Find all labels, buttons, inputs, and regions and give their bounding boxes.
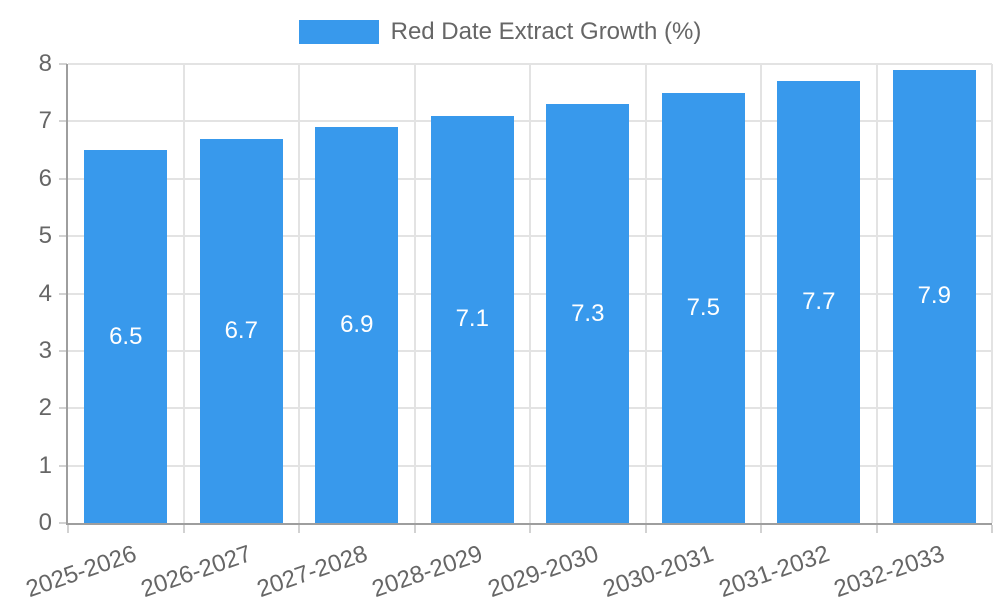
v-gridline — [644, 64, 647, 523]
bar[interactable] — [199, 138, 283, 523]
bar-value-label: 6.5 — [109, 322, 143, 350]
x-axis-tick — [413, 525, 416, 533]
x-axis-tick — [67, 525, 69, 533]
x-tick-label: 2026-2027 — [138, 540, 256, 600]
legend-label: Red Date Extract Growth (%) — [390, 18, 702, 45]
v-gridline — [760, 64, 762, 523]
legend-swatch — [298, 20, 379, 44]
y-axis-tick — [59, 522, 67, 524]
y-axis-tick — [59, 407, 67, 410]
bar[interactable] — [892, 69, 976, 523]
x-axis-tick — [644, 525, 647, 533]
x-axis-tick — [875, 525, 878, 533]
bar-value-label: 7.9 — [917, 282, 951, 310]
y-axis-tick — [59, 235, 67, 238]
x-tick-label: 2029-2030 — [484, 540, 602, 600]
y-axis-tick — [59, 63, 67, 65]
v-gridline — [991, 64, 993, 523]
x-axis-tick — [529, 525, 531, 533]
y-tick-label: 1 — [38, 451, 52, 479]
x-tick-label: 2032-2033 — [831, 540, 949, 600]
bar[interactable] — [84, 150, 168, 523]
x-axis-tick — [182, 525, 185, 533]
y-tick-label: 7 — [38, 107, 52, 135]
v-gridline — [182, 64, 185, 523]
x-tick-label: 2025-2026 — [22, 540, 140, 600]
bar-value-label: 6.7 — [224, 316, 258, 344]
y-axis-tick — [59, 464, 67, 467]
bar-value-label: 7.1 — [455, 305, 489, 333]
x-tick-label: 2031-2032 — [715, 540, 833, 600]
x-tick-label: 2028-2029 — [369, 540, 487, 600]
y-tick-label: 2 — [38, 394, 52, 422]
y-axis-tick — [59, 349, 67, 352]
v-gridline — [875, 64, 878, 523]
y-tick-label: 6 — [38, 164, 52, 192]
y-tick-label: 3 — [38, 336, 52, 364]
bar-value-label: 6.9 — [340, 311, 374, 339]
v-gridline — [413, 64, 416, 523]
x-axis-tick — [760, 525, 762, 533]
y-axis-tick — [59, 292, 67, 295]
x-tick-label: 2030-2031 — [600, 540, 718, 600]
y-axis-tick — [59, 177, 67, 180]
bar[interactable] — [315, 127, 399, 523]
x-axis-line — [66, 523, 992, 525]
x-axis-tick — [298, 525, 300, 533]
y-tick-label: 8 — [38, 50, 52, 77]
y-axis-line — [66, 64, 68, 525]
bar-value-label: 7.3 — [571, 299, 605, 327]
y-tick-label: 0 — [38, 509, 52, 536]
bar[interactable] — [777, 81, 861, 523]
y-tick-label: 4 — [38, 279, 52, 307]
v-gridline — [298, 64, 300, 523]
y-axis-tick — [59, 120, 67, 123]
bar-value-label: 7.7 — [802, 288, 836, 316]
bar[interactable] — [430, 115, 514, 523]
bar[interactable] — [661, 92, 745, 523]
y-tick-label: 5 — [38, 222, 52, 250]
bar-value-label: 7.5 — [686, 293, 720, 321]
v-gridline — [529, 64, 531, 523]
legend[interactable]: Red Date Extract Growth (%) — [0, 19, 1000, 45]
bar[interactable] — [546, 104, 630, 523]
x-axis-tick — [991, 525, 993, 533]
x-tick-label: 2027-2028 — [253, 540, 371, 600]
